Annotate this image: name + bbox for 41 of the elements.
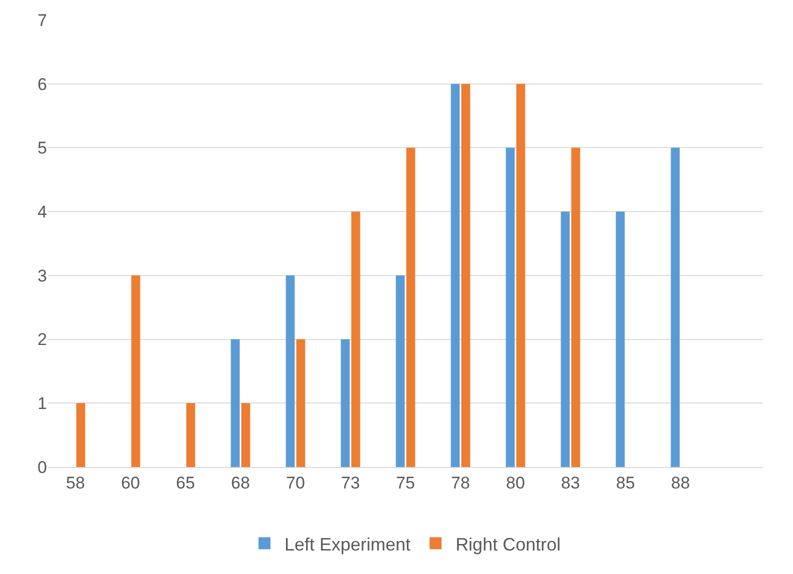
x-tick-label: 88 [671,473,690,492]
x-tick-label: 78 [451,473,470,492]
bar [406,148,416,467]
bar [286,275,295,467]
bar [396,275,405,467]
bar [571,148,580,467]
bar [670,148,680,467]
x-tick-label: 68 [231,473,250,492]
bar [131,275,140,467]
bar [351,212,360,467]
bar [506,148,515,467]
x-tick-label: 83 [561,473,580,492]
legend-label: Left Experiment [284,534,411,554]
y-tick-label: 0 [38,458,47,477]
bar [296,339,306,467]
x-tick-label: 65 [176,473,195,492]
x-tick-label: 70 [286,473,305,492]
bar [461,84,470,467]
x-tick-label: 60 [121,473,140,492]
bar [616,212,625,467]
y-tick-label: 6 [38,74,47,94]
x-tick-label: 85 [616,473,635,492]
bar [76,403,86,467]
x-tick-label: 58 [66,473,85,492]
bar [560,212,570,467]
y-tick-label: 3 [38,266,47,286]
y-tick-label: 1 [38,394,47,414]
bar [241,403,250,467]
bar [340,339,350,467]
bar [230,339,240,467]
y-tick-label: 2 [38,330,47,350]
y-tick-label: 4 [38,202,47,222]
bar [186,403,196,467]
y-tick-label: 7 [38,10,47,30]
x-tick-label: 73 [341,473,360,492]
x-tick-label: 75 [396,473,415,492]
y-tick-label: 5 [38,138,47,158]
x-tick-label: 80 [506,473,525,492]
legend-label: Right Control [456,534,561,554]
bar [450,84,460,467]
bar [516,84,526,467]
